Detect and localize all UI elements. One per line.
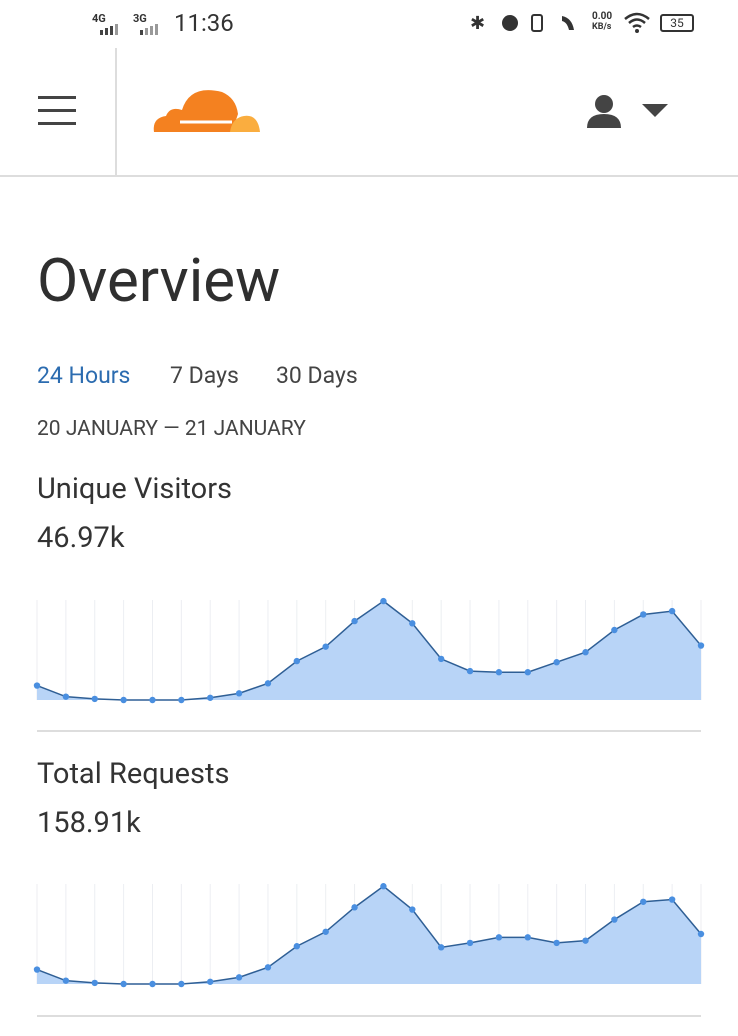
separator: [37, 730, 701, 732]
point: [380, 883, 387, 890]
metric-title: Total Requests: [37, 757, 230, 791]
point: [437, 944, 445, 951]
point: [264, 964, 272, 971]
network-label: 3G: [133, 12, 147, 25]
point: [293, 943, 301, 950]
point: [178, 696, 185, 704]
point: [524, 669, 531, 676]
point: [611, 916, 618, 923]
point: [264, 680, 272, 687]
point: [524, 934, 531, 941]
point: [62, 977, 70, 984]
point: [207, 978, 214, 985]
point: [437, 655, 445, 663]
point: [495, 669, 503, 676]
point: [380, 597, 387, 605]
metric-title: Unique Visitors: [37, 472, 232, 506]
net-speed-unit: KB/s: [592, 22, 612, 32]
point: [466, 667, 474, 675]
point: [120, 696, 127, 704]
network-label: 4G: [92, 12, 106, 25]
account-menu[interactable]: [585, 94, 675, 130]
point: [582, 937, 589, 944]
point: [91, 979, 98, 987]
point: [293, 657, 301, 665]
point: [149, 980, 156, 988]
menu-button[interactable]: [38, 94, 78, 126]
sparkline: [33, 597, 705, 704]
time-tab[interactable]: 24 Hours: [37, 362, 131, 389]
page-title: Overview: [37, 245, 281, 316]
wifi-icon: [624, 12, 650, 33]
logo[interactable]: [150, 82, 262, 134]
point: [351, 617, 358, 625]
point: [553, 939, 560, 947]
point: [409, 906, 416, 913]
battery: 35: [660, 14, 694, 32]
signal-icons: [100, 24, 158, 35]
area: [37, 601, 701, 700]
point: [235, 974, 243, 981]
point: [582, 649, 589, 656]
point: [495, 934, 503, 941]
svg-text:✱: ✱: [470, 13, 485, 34]
time-tab[interactable]: 7 Days: [170, 362, 239, 389]
header: [0, 48, 738, 177]
point: [207, 694, 214, 701]
point: [235, 690, 243, 697]
line: [36, 885, 702, 985]
status-icons: ✱: [470, 13, 574, 34]
point: [409, 620, 416, 627]
point: [62, 693, 70, 700]
point: [640, 611, 647, 618]
point: [640, 898, 647, 905]
point: [178, 980, 185, 988]
point: [668, 607, 676, 615]
line: [36, 600, 702, 701]
divider: [115, 48, 117, 175]
point: [697, 930, 705, 938]
point: [322, 928, 329, 935]
area: [37, 886, 701, 984]
sparkline: [33, 883, 705, 988]
time-tab[interactable]: 30 Days: [276, 362, 358, 389]
point: [91, 695, 98, 703]
point: [322, 643, 329, 650]
point: [611, 626, 618, 634]
point: [553, 659, 560, 666]
point: [697, 642, 705, 649]
date-range: 20 JANUARY — 21 JANUARY: [37, 417, 306, 441]
point: [466, 939, 474, 947]
separator: [37, 1015, 701, 1017]
point: [351, 904, 358, 911]
point: [33, 966, 41, 973]
point: [120, 980, 127, 988]
point: [33, 682, 41, 689]
metric-value: 46.97k: [37, 521, 125, 555]
point: [149, 696, 156, 704]
point: [668, 896, 676, 903]
metric-value: 158.91k: [37, 806, 141, 840]
net-speed: 0.00: [592, 11, 613, 22]
clock: 11:36: [174, 9, 234, 37]
